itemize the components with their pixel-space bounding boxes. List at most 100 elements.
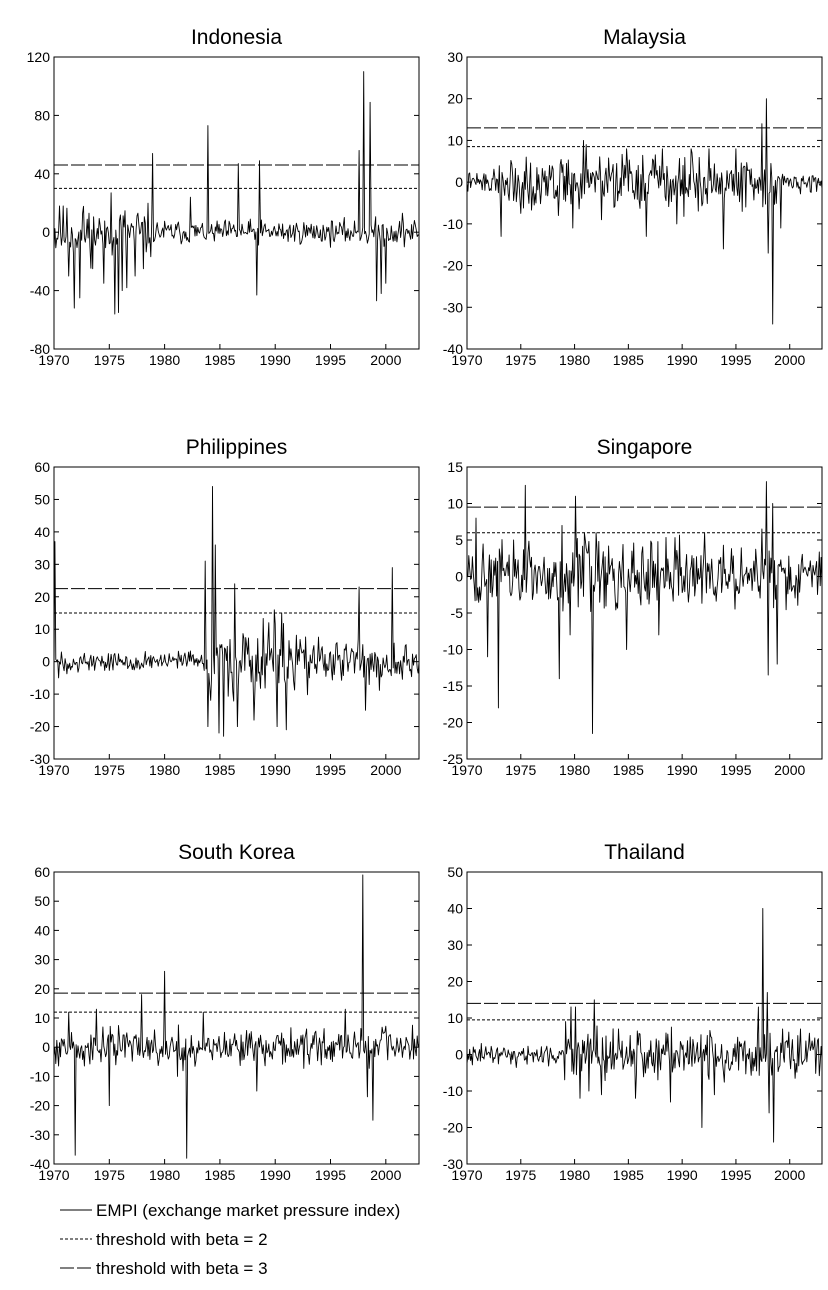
y-tick-label: 0 xyxy=(455,174,463,190)
plot-frame xyxy=(53,56,420,350)
y-tick-label: -30 xyxy=(443,299,463,315)
x-tick-label: 1970 xyxy=(451,1167,482,1183)
x-tick-label: 2000 xyxy=(370,1167,401,1183)
y-tick-label: -10 xyxy=(30,1068,50,1084)
y-tick-label: 50 xyxy=(34,893,50,909)
y-tick-label: -10 xyxy=(443,216,463,232)
panel-indonesia: Indonesia -80 -40 0 40 80 120 1970 1975 1980 1985 1… xyxy=(27,26,420,368)
panel-singapore: Singapore -25 -20 -15 -10 -5 0 5 10 15 1970 1975 198… xyxy=(443,436,823,778)
x-tick-label: 1975 xyxy=(94,1167,125,1183)
x-tick-label: 2000 xyxy=(774,762,805,778)
y-tick-label: 50 xyxy=(34,491,50,507)
y-tick-label: -30 xyxy=(30,1127,50,1143)
y-tick-label: -5 xyxy=(451,605,464,621)
x-tick-label: 1985 xyxy=(204,352,235,368)
y-tick-label: -80 xyxy=(30,341,50,357)
x-tick-label: 1985 xyxy=(204,1167,235,1183)
y-tick-label: 30 xyxy=(447,49,463,65)
x-tick-label: 1985 xyxy=(613,352,644,368)
y-tick-label: -40 xyxy=(30,1156,50,1172)
y-tick-label: 10 xyxy=(447,1010,463,1026)
y-tick-label: -20 xyxy=(30,1098,50,1114)
y-tick-label: 80 xyxy=(34,107,50,123)
y-tick-label: 10 xyxy=(447,496,463,512)
y-tick-label: 40 xyxy=(34,922,50,938)
y-tick-label: 50 xyxy=(447,864,463,880)
x-tick-label: 1995 xyxy=(720,352,751,368)
y-tick-label: -10 xyxy=(443,642,463,658)
x-tick-label: 1980 xyxy=(559,352,590,368)
x-tick-label: 1980 xyxy=(149,352,180,368)
x-tick-label: 1980 xyxy=(149,762,180,778)
x-tick-label: 2000 xyxy=(370,352,401,368)
y-tick-label: 30 xyxy=(34,952,50,968)
legend-label-empi: EMPI (exchange market pressure index) xyxy=(96,1201,400,1220)
x-tick-label: 2000 xyxy=(774,352,805,368)
panel-philippines: Philippines -30 -20 -10 0 10 20 30 40 50 60 1970 197… xyxy=(30,436,420,778)
y-tick-label: 30 xyxy=(447,937,463,953)
empi-series-line xyxy=(53,874,420,1159)
y-tick-label: 40 xyxy=(447,901,463,917)
x-tick-label: 1990 xyxy=(260,762,291,778)
chart-title: Malaysia xyxy=(603,26,686,49)
x-tick-label: 1975 xyxy=(94,352,125,368)
y-tick-label: 20 xyxy=(34,981,50,997)
x-tick-label: 1980 xyxy=(149,1167,180,1183)
empi-series-line xyxy=(53,486,420,737)
plot-frame xyxy=(466,56,823,350)
x-tick-label: 1970 xyxy=(451,352,482,368)
x-tick-label: 1995 xyxy=(720,1167,751,1183)
y-tick-label: -30 xyxy=(30,751,50,767)
y-tick-label: -10 xyxy=(30,686,50,702)
x-tick-label: 1990 xyxy=(667,352,698,368)
x-tick-label: 1985 xyxy=(204,762,235,778)
x-tick-label: 1995 xyxy=(315,1167,346,1183)
x-tick-label: 1975 xyxy=(94,762,125,778)
y-tick-label: 0 xyxy=(42,654,50,670)
y-tick-label: 10 xyxy=(34,621,50,637)
chart-title: Indonesia xyxy=(191,26,282,49)
y-tick-label: 20 xyxy=(447,974,463,990)
x-tick-label: 1970 xyxy=(38,762,69,778)
y-tick-label: 0 xyxy=(42,224,50,240)
chart-panels: Indonesia -80 -40 0 40 80 120 1970 1975 1980 1985 1… xyxy=(27,26,823,1183)
y-tick-label: -40 xyxy=(30,283,50,299)
y-tick-label: 20 xyxy=(447,91,463,107)
y-tick-label: -15 xyxy=(443,678,463,694)
chart-title: Singapore xyxy=(597,436,693,459)
panel-south-korea: South Korea -40 -30 -20 -10 0 10 20 30 40 50 60 1970… xyxy=(30,841,420,1183)
x-tick-label: 1990 xyxy=(667,1167,698,1183)
x-tick-label: 1990 xyxy=(260,352,291,368)
empi-series-line xyxy=(53,71,420,315)
x-tick-label: 1970 xyxy=(38,1167,69,1183)
y-tick-label: 40 xyxy=(34,166,50,182)
x-tick-label: 1970 xyxy=(38,352,69,368)
y-tick-label: 10 xyxy=(34,1010,50,1026)
y-tick-label: -25 xyxy=(443,751,463,767)
y-tick-label: 40 xyxy=(34,524,50,540)
y-tick-label: 30 xyxy=(34,556,50,572)
y-tick-label: 120 xyxy=(27,49,51,65)
plot-frame xyxy=(466,871,823,1165)
y-tick-label: 20 xyxy=(34,589,50,605)
legend-label-beta2: threshold with beta = 2 xyxy=(96,1230,268,1249)
x-tick-label: 1980 xyxy=(559,762,590,778)
y-tick-label: 15 xyxy=(447,459,463,475)
x-tick-label: 1985 xyxy=(613,1167,644,1183)
y-tick-label: -20 xyxy=(30,719,50,735)
y-tick-label: -30 xyxy=(443,1156,463,1172)
y-tick-label: -40 xyxy=(443,341,463,357)
y-tick-label: 60 xyxy=(34,459,50,475)
x-tick-label: 1995 xyxy=(315,352,346,368)
x-tick-label: 1995 xyxy=(720,762,751,778)
y-tick-label: 5 xyxy=(455,532,463,548)
y-tick-label: -20 xyxy=(443,1120,463,1136)
y-tick-label: 0 xyxy=(455,569,463,585)
y-tick-label: 60 xyxy=(34,864,50,880)
legend: EMPI (exchange market pressure index) th… xyxy=(60,1201,400,1278)
chart-title: Thailand xyxy=(604,841,685,864)
x-tick-label: 1970 xyxy=(451,762,482,778)
x-tick-label: 1975 xyxy=(505,1167,536,1183)
plot-frame xyxy=(53,871,420,1165)
x-tick-label: 2000 xyxy=(370,762,401,778)
